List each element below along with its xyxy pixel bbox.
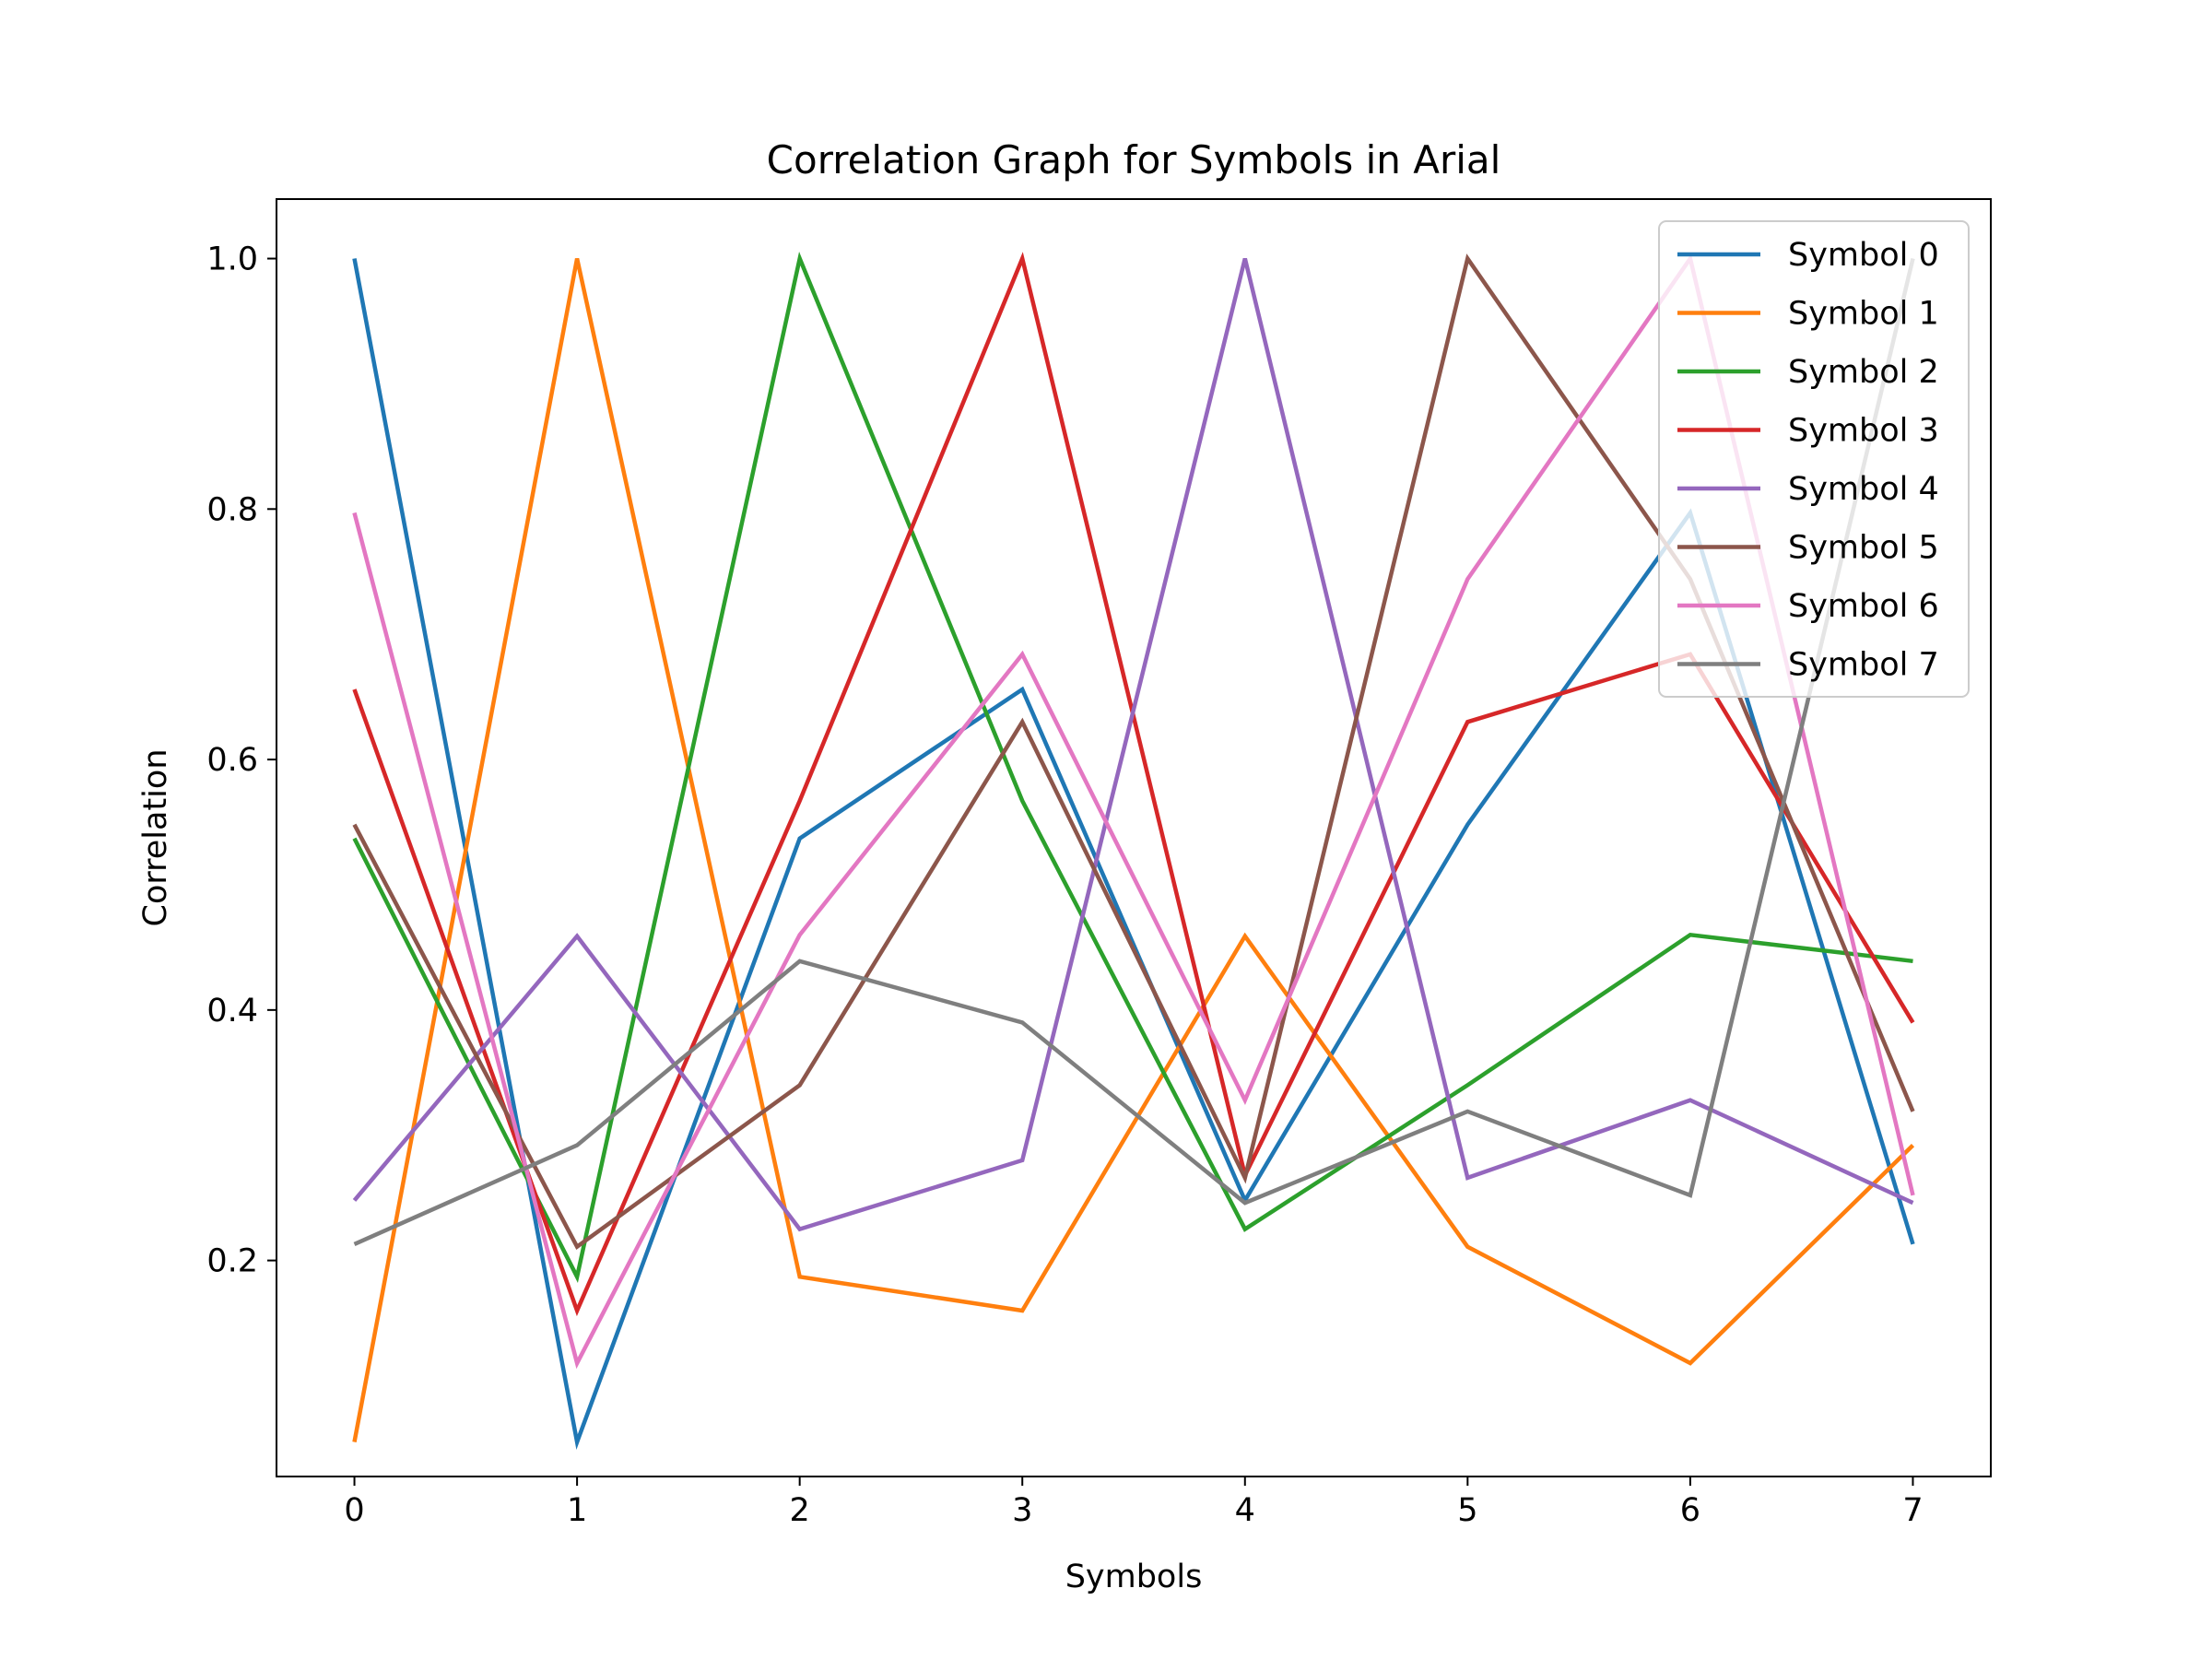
series-line-symbol-0	[352, 258, 1915, 1451]
legend-box	[1658, 220, 1970, 698]
series-line-symbol-2	[352, 251, 1913, 1283]
x-axis-label: Symbols	[1065, 1559, 1203, 1595]
legend-label-symbol-5: Symbol 5	[1788, 530, 1939, 567]
x-tick-label: 7	[1902, 1492, 1923, 1529]
legend-label-symbol-1: Symbol 1	[1788, 296, 1939, 333]
x-tick-label: 3	[1012, 1492, 1032, 1529]
legend-label-symbol-6: Symbol 6	[1788, 588, 1939, 625]
legend-label-symbol-2: Symbol 2	[1788, 354, 1939, 391]
x-tick-label: 2	[790, 1492, 810, 1529]
y-tick-label: 0.6	[206, 742, 258, 779]
series-line-symbol-4	[352, 257, 1914, 1232]
legend-items: Symbol 0 Symbol 1 Symbol 2 Symbol 3 Symbol 4…	[1677, 237, 1939, 684]
x-tick-label: 1	[567, 1492, 587, 1529]
y-axis-ticks: 0.2 0.4 0.6 0.8 1.0	[206, 241, 276, 1280]
chart-title: Correlation Graph for Symbols in Arial	[767, 137, 1501, 182]
y-tick-label: 0.4	[206, 993, 258, 1030]
series-line-symbol-6	[352, 253, 1915, 1370]
x-tick-label: 4	[1235, 1492, 1255, 1529]
x-tick-label: 6	[1680, 1492, 1700, 1529]
series-line-symbol-1	[352, 258, 1915, 1443]
y-tick-label: 0.2	[206, 1243, 258, 1280]
series-lines	[352, 251, 1915, 1451]
legend-label-symbol-4: Symbol 4	[1788, 471, 1939, 508]
y-tick-label: 1.0	[206, 241, 258, 278]
series-line-symbol-7	[353, 257, 1915, 1246]
plot-area-frame	[276, 198, 1992, 1477]
x-tick-label: 5	[1457, 1492, 1477, 1529]
series-line-symbol-5	[352, 253, 1915, 1251]
legend-label-symbol-0: Symbol 0	[1788, 237, 1939, 274]
legend-label-symbol-3: Symbol 3	[1788, 413, 1939, 450]
y-tick-label: 0.8	[206, 491, 258, 528]
x-axis-ticks: 0 1 2 3 4 5 6 7	[344, 1477, 1924, 1529]
legend: Symbol 0 Symbol 1 Symbol 2 Symbol 3 Symbol 4…	[1658, 220, 1970, 698]
legend-label-symbol-7: Symbol 7	[1788, 647, 1939, 684]
x-tick-label: 0	[344, 1492, 364, 1529]
y-axis-label: Correlation	[137, 749, 174, 927]
